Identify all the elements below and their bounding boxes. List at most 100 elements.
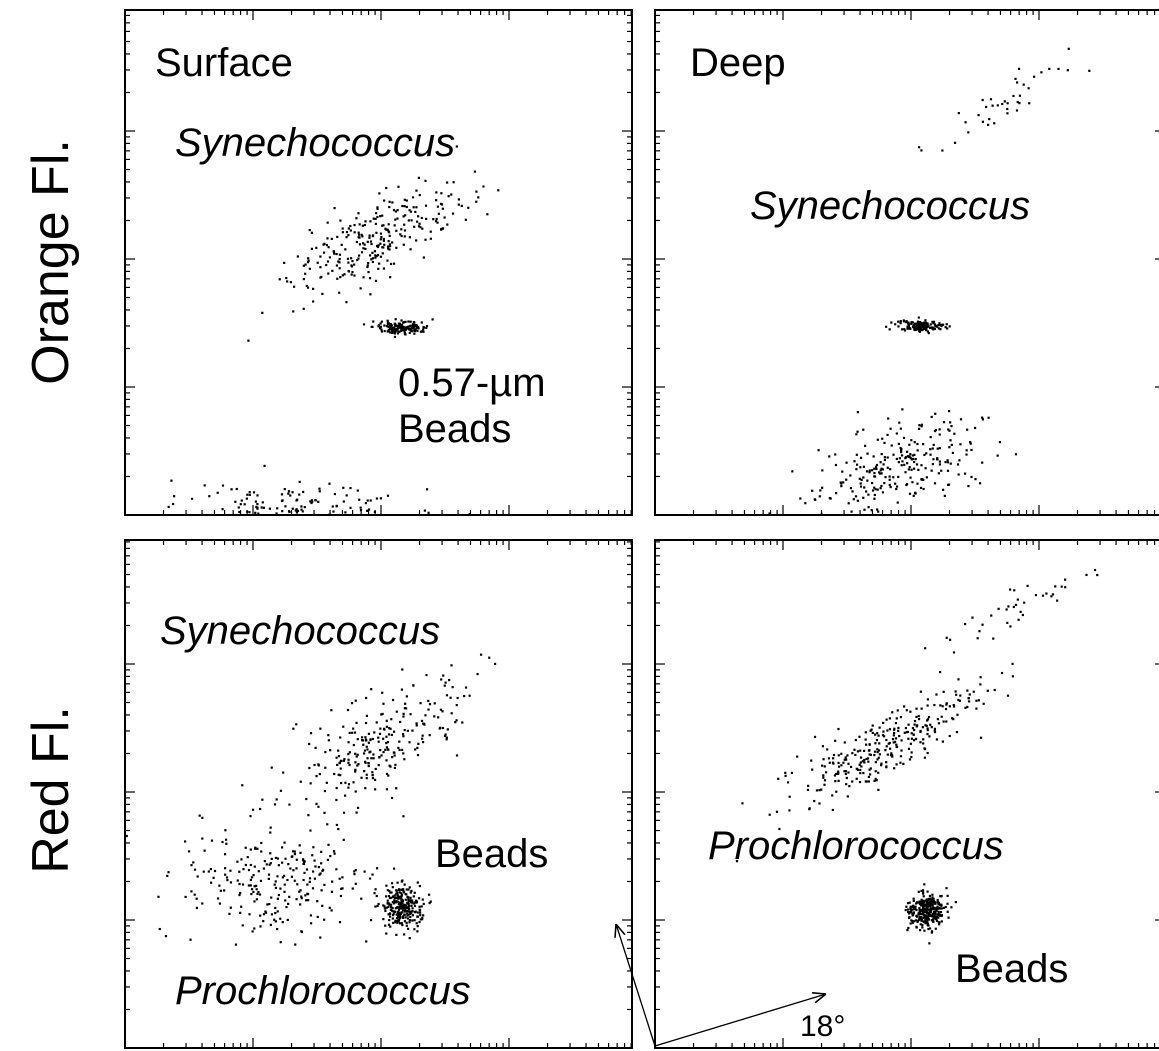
dot	[903, 329, 907, 332]
dot	[1085, 573, 1088, 577]
dot	[304, 272, 307, 275]
dot	[920, 909, 923, 912]
dot	[276, 857, 280, 860]
dot	[880, 484, 883, 488]
dot	[932, 458, 935, 461]
dot	[907, 455, 910, 459]
dot	[340, 243, 343, 246]
dot	[957, 698, 960, 702]
dot	[274, 856, 278, 860]
dot	[393, 754, 396, 757]
dot	[937, 722, 941, 725]
dot	[920, 919, 923, 922]
dot	[924, 922, 927, 925]
dot	[874, 733, 877, 736]
dot	[398, 740, 401, 743]
dot	[941, 705, 944, 708]
dot	[402, 752, 405, 755]
dot	[402, 891, 406, 894]
dot	[957, 473, 960, 476]
dot	[907, 468, 910, 471]
dot	[400, 323, 404, 326]
dot	[346, 257, 350, 260]
dot	[922, 920, 925, 923]
dot	[408, 328, 411, 331]
dot	[1017, 67, 1021, 70]
dot	[249, 863, 252, 867]
dot	[309, 732, 313, 735]
dot	[312, 300, 315, 303]
dot	[784, 771, 787, 774]
dot	[868, 768, 871, 771]
dot	[951, 717, 954, 720]
dot	[350, 702, 354, 705]
dot	[234, 943, 238, 946]
dot	[875, 738, 879, 742]
dot	[915, 914, 918, 918]
dot	[418, 193, 421, 197]
dot	[951, 451, 955, 454]
dot	[407, 320, 410, 323]
dot	[947, 916, 950, 919]
dot	[916, 724, 919, 727]
dot	[366, 757, 369, 760]
dot	[406, 906, 410, 910]
dot	[370, 325, 373, 328]
panel-frame	[124, 539, 633, 1049]
dot	[412, 895, 415, 898]
dot	[300, 508, 303, 511]
dot	[291, 507, 294, 510]
dot	[308, 880, 311, 883]
dot	[295, 723, 298, 726]
dot	[910, 322, 913, 325]
dot	[353, 731, 357, 734]
dot	[260, 841, 263, 845]
dot	[347, 752, 350, 756]
dot	[923, 748, 927, 751]
dot	[860, 765, 863, 768]
dot	[926, 751, 929, 755]
dot	[886, 433, 889, 437]
dot	[928, 942, 931, 945]
dot	[274, 906, 277, 910]
dot	[937, 472, 940, 475]
dot	[948, 429, 951, 432]
dot	[383, 905, 386, 908]
dot	[988, 117, 991, 121]
dot	[264, 911, 268, 914]
dot	[383, 329, 386, 333]
dot	[910, 732, 913, 735]
dot	[311, 521, 313, 523]
dot	[257, 890, 260, 894]
dot	[950, 443, 953, 447]
dot	[302, 862, 306, 866]
dot	[871, 489, 875, 492]
dot	[874, 770, 877, 773]
dot	[320, 850, 323, 854]
dot	[910, 468, 913, 471]
dot	[311, 500, 314, 503]
dot	[419, 914, 422, 917]
dot	[283, 841, 286, 844]
dot	[937, 923, 941, 926]
dot	[371, 234, 374, 238]
dot	[873, 497, 876, 500]
dot	[319, 727, 322, 730]
dot	[897, 442, 901, 446]
dot	[313, 877, 317, 880]
dot	[389, 328, 392, 331]
dot	[877, 771, 880, 774]
dot	[881, 468, 884, 471]
dot	[403, 933, 406, 936]
dot	[920, 464, 923, 467]
dot	[298, 480, 301, 483]
dot	[255, 898, 259, 901]
dot	[912, 733, 915, 736]
dot	[447, 195, 450, 198]
dot	[403, 728, 406, 732]
dot	[364, 502, 368, 505]
dot	[873, 467, 876, 470]
dot	[333, 207, 336, 210]
dot	[946, 327, 949, 330]
dot	[323, 883, 326, 887]
